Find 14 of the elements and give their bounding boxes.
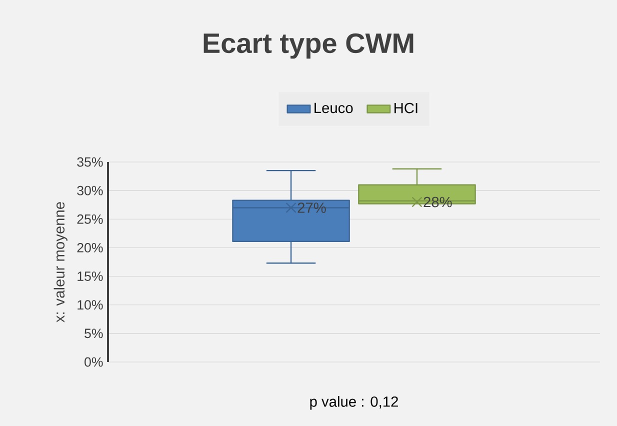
y-tick-label: 0% bbox=[84, 357, 103, 367]
y-tick-label: 35% bbox=[77, 157, 103, 167]
legend-label: HCI bbox=[394, 102, 418, 114]
text: 27% bbox=[298, 202, 326, 213]
legend-label: Leuco bbox=[314, 102, 353, 114]
y-axis-title: x: valeur moyenne bbox=[54, 202, 68, 322]
y-tick-label: 5% bbox=[84, 328, 103, 338]
y-tick-label: 30% bbox=[77, 186, 103, 196]
y-tick-label: 20% bbox=[77, 243, 103, 252]
y-tick-label: 25% bbox=[77, 214, 103, 224]
chart-title: Ecart type CWM bbox=[204, 33, 414, 59]
x-axis-title: p value : 0,12 bbox=[310, 396, 398, 410]
y-tick-label: 15% bbox=[78, 272, 103, 281]
y-tick-label: 10% bbox=[78, 300, 103, 310]
